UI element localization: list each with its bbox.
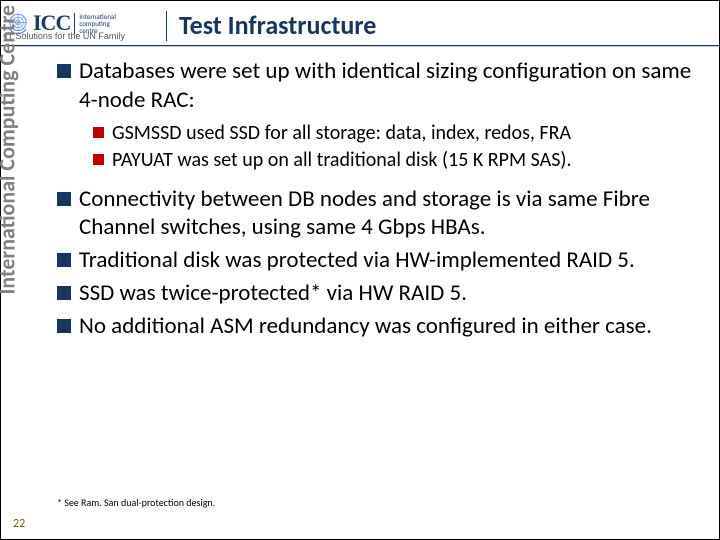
page-title: Test Infrastructure	[167, 5, 376, 41]
bullet-text: SSD was twice-protected* via HW RAID 5.	[79, 279, 467, 308]
bullet-text: GSMSSD used SSD for all storage: data, i…	[112, 121, 571, 146]
bullet-item: Connectivity between DB nodes and storag…	[57, 185, 703, 243]
bullet-marker-l2	[93, 154, 104, 165]
bullet-item: Databases were set up with identical siz…	[57, 57, 703, 115]
bullet-marker-l1	[57, 64, 71, 78]
bullet-text: PAYUAT was set up on all traditional dis…	[112, 148, 572, 173]
header-underline	[1, 45, 719, 47]
slide: ICC international computing centre IT So…	[0, 0, 720, 540]
sub-bullet-group: GSMSSD used SSD for all storage: data, i…	[57, 121, 703, 173]
content-area: Databases were set up with identical siz…	[57, 57, 703, 499]
bullet-item: SSD was twice-protected* via HW RAID 5.	[57, 279, 703, 308]
bullet-item: PAYUAT was set up on all traditional dis…	[93, 148, 703, 173]
bullet-text: Databases were set up with identical siz…	[79, 57, 703, 115]
bullet-marker-l2	[93, 127, 104, 138]
header: ICC international computing centre IT So…	[1, 1, 719, 45]
bullet-marker-l1	[57, 253, 71, 267]
logo-block: ICC international computing centre IT So…	[1, 1, 166, 45]
bullet-marker-l1	[57, 192, 71, 206]
tagline: IT Solutions for the UN Family	[5, 31, 125, 41]
page-number: 22	[13, 517, 25, 531]
bullet-item: GSMSSD used SSD for all storage: data, i…	[93, 121, 703, 146]
bullet-item: No additional ASM redundancy was configu…	[57, 312, 703, 341]
bullet-text: No additional ASM redundancy was configu…	[79, 312, 652, 341]
bullet-item: Traditional disk was protected via HW-im…	[57, 246, 703, 275]
bullet-text: Connectivity between DB nodes and storag…	[79, 185, 703, 243]
bullet-marker-l1	[57, 286, 71, 300]
bullet-text: Traditional disk was protected via HW-im…	[79, 246, 635, 275]
sidebar-label: International Computing Centre	[0, 5, 21, 295]
bullet-marker-l1	[57, 319, 71, 333]
footnote: * See Ram. San dual-protection design.	[57, 496, 215, 509]
